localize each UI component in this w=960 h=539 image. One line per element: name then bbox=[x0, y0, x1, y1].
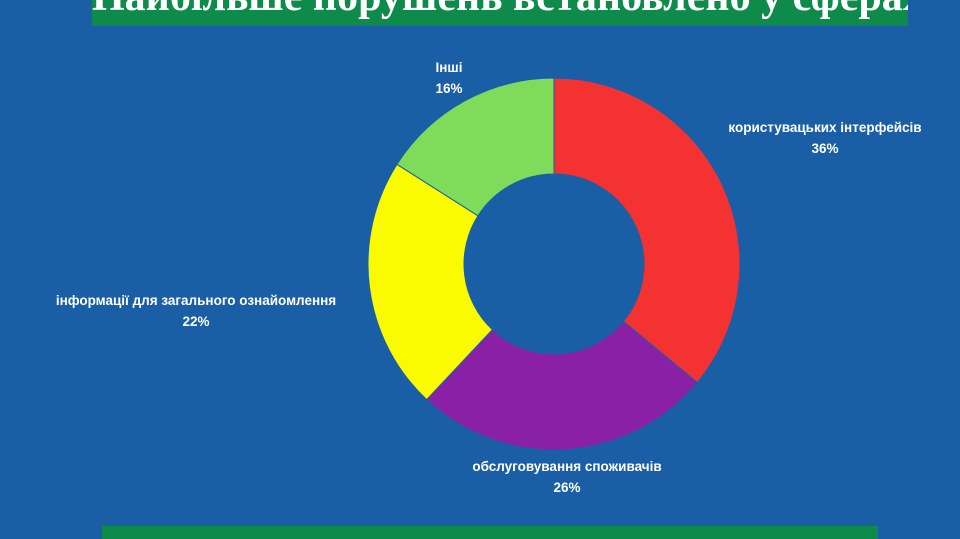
slice-category-label: Інші bbox=[436, 60, 463, 75]
slice-value-label: 36% bbox=[811, 141, 838, 156]
slice-category-label: обслуговування споживачів bbox=[472, 459, 661, 474]
slice-category-label: інформації для загального ознайомлення bbox=[56, 293, 336, 308]
slice-value-label: 26% bbox=[553, 480, 580, 495]
donut-slice-2 bbox=[367, 163, 494, 401]
slice-category-label: користувацьких інтерфейсів bbox=[728, 120, 921, 135]
chart-slices bbox=[367, 77, 741, 451]
donut-slice-3 bbox=[396, 77, 555, 217]
donut-slice-1 bbox=[425, 320, 699, 451]
slice-value-label: 16% bbox=[435, 81, 462, 96]
donut-slice-0 bbox=[553, 77, 741, 384]
chart-labels: користувацьких інтерфейсів 36% обслуговува… bbox=[56, 60, 922, 495]
title-banner: Найбільше порушень встановлено у сферах: bbox=[92, 0, 908, 26]
page-title: Найбільше порушень встановлено у сферах: bbox=[92, 0, 908, 21]
slice-value-label: 22% bbox=[182, 314, 209, 329]
footer-banner bbox=[102, 526, 878, 539]
